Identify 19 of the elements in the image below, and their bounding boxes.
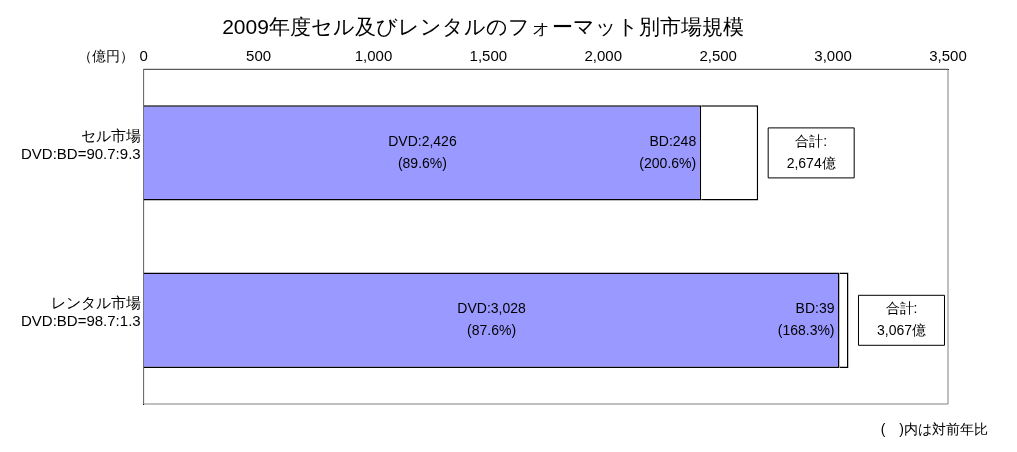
x-tick-label: 2,500: [699, 47, 737, 65]
x-tick-label: 1,000: [354, 47, 393, 65]
x-tick-label: 3,000: [814, 47, 852, 65]
total-label: 合計: 3,067億: [876, 300, 927, 339]
chart-title: 2009年度セル及びレンタルのフォーマット別市場規模: [222, 15, 744, 39]
x-tick-label: 1,500: [469, 47, 508, 65]
data-label: BD:39 (168.3%): [777, 300, 835, 339]
x-tick-label: 0: [139, 47, 148, 65]
data-label: BD:248 (200.6%): [639, 132, 697, 171]
y-tick-label: セル市場 DVD:BD=90.7:9.3: [20, 126, 141, 162]
total-label: 合計: 2,674億: [786, 132, 836, 171]
text: ( )内は対前年比: [880, 420, 988, 437]
y-tick-label: レンタル市場 DVD:BD=98.7:1.3: [20, 293, 141, 329]
data-label: DVD:3,028 (87.6%): [457, 300, 527, 339]
x-axis-title: （億円）: [77, 48, 134, 65]
data-label: DVD:2,426 (89.6%): [388, 132, 457, 171]
x-tick-label: 2,000: [584, 47, 623, 65]
x-tick-label: 3,500: [929, 47, 967, 65]
x-tick-label: 500: [246, 47, 272, 65]
